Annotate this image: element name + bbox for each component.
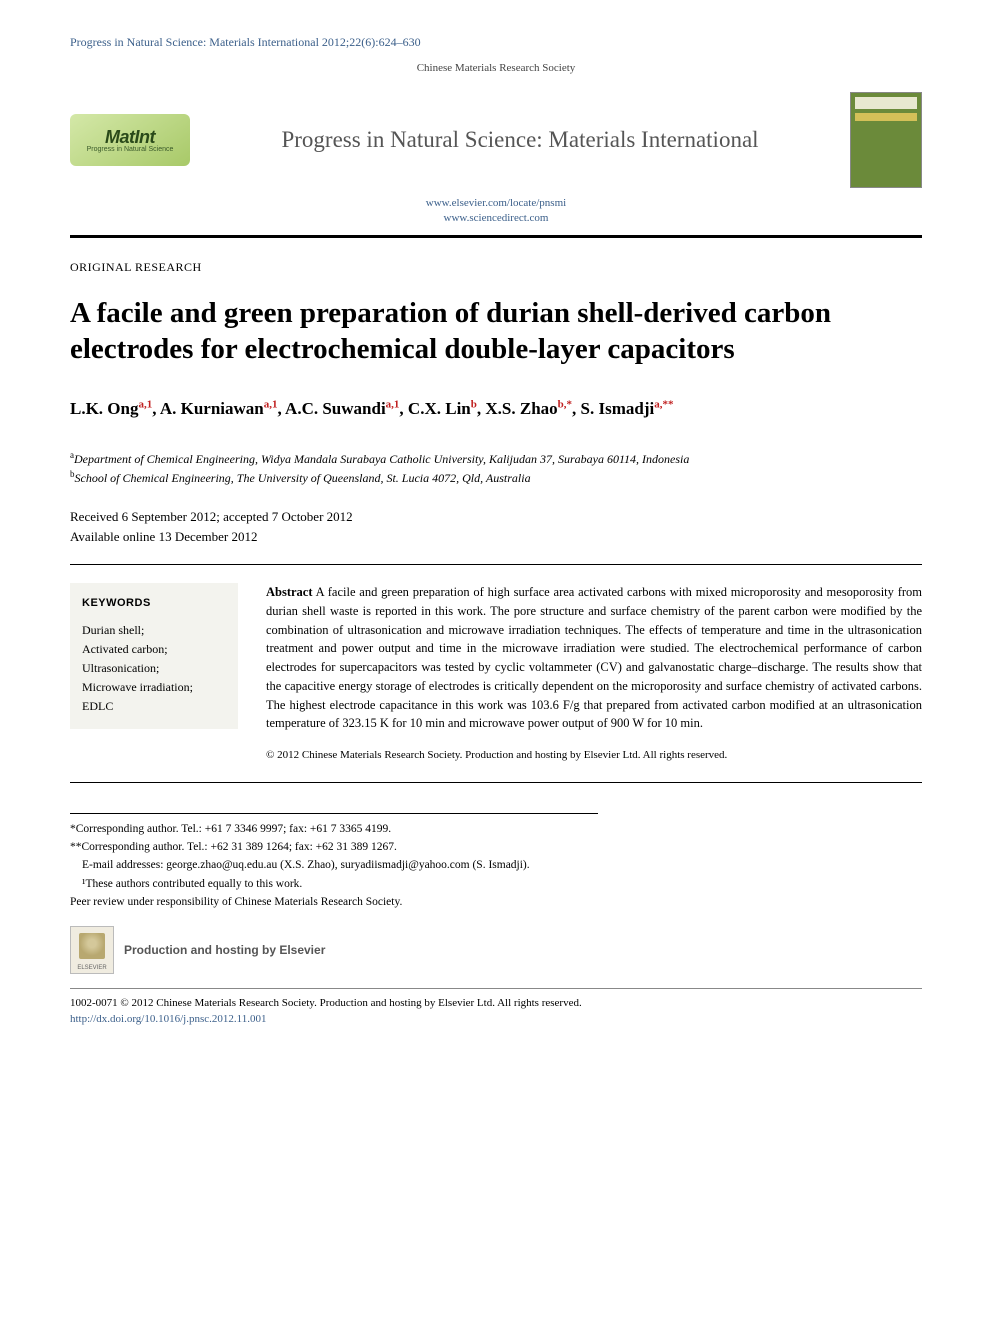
logo-sub-text: Progress in Natural Science [87, 146, 174, 153]
keywords-items: Durian shell;Activated carbon;Ultrasonic… [82, 621, 226, 717]
keyword-item: EDLC [82, 697, 226, 716]
journal-logo: MatInt Progress in Natural Science [70, 114, 190, 166]
divider-thick [70, 235, 922, 238]
equal-contribution: ¹These authors contributed equally to th… [70, 875, 598, 893]
journal-links: www.elsevier.com/locate/pnsmi www.scienc… [70, 196, 922, 227]
author: L.K. Onga,1 [70, 399, 152, 418]
abstract-block: KEYWORDS Durian shell;Activated carbon;U… [70, 564, 922, 783]
online-date: Available online 13 December 2012 [70, 527, 922, 547]
running-head: Progress in Natural Science: Materials I… [70, 35, 922, 50]
affiliation: bSchool of Chemical Engineering, The Uni… [70, 468, 922, 487]
keywords-column: KEYWORDS Durian shell;Activated carbon;U… [70, 583, 238, 729]
author: C.X. Linb [408, 399, 477, 418]
hosting-text: Production and hosting by Elsevier [124, 943, 325, 957]
link-sciencedirect[interactable]: www.sciencedirect.com [70, 211, 922, 226]
abstract-column: Abstract A facile and green preparation … [266, 583, 922, 764]
link-pnsmi[interactable]: www.elsevier.com/locate/pnsmi [70, 196, 922, 211]
keyword-item: Durian shell; [82, 621, 226, 640]
affiliations: aDepartment of Chemical Engineering, Wid… [70, 449, 922, 487]
author: X.S. Zhaob,* [485, 399, 572, 418]
keyword-item: Ultrasonication; [82, 659, 226, 678]
corresponding-1: *Corresponding author. Tel.: +61 7 3346 … [70, 820, 598, 838]
peer-review-note: Peer review under responsibility of Chin… [70, 893, 598, 911]
logo-main-text: MatInt [105, 127, 155, 148]
elsevier-row: ELSEVIER Production and hosting by Elsev… [70, 926, 922, 974]
doi-link[interactable]: http://dx.doi.org/10.1016/j.pnsc.2012.11… [70, 1011, 922, 1028]
authors-list: L.K. Onga,1, A. Kurniawana,1, A.C. Suwan… [70, 397, 922, 421]
cover-thumbnail [850, 92, 922, 188]
keyword-item: Microwave irradiation; [82, 678, 226, 697]
author: A. Kurniawana,1 [160, 399, 278, 418]
author: S. Ismadjia,** [581, 399, 674, 418]
email-addresses: E-mail addresses: george.zhao@uq.edu.au … [70, 856, 598, 874]
corresponding-2: **Corresponding author. Tel.: +62 31 389… [70, 838, 598, 856]
affiliation: aDepartment of Chemical Engineering, Wid… [70, 449, 922, 468]
abstract-label: Abstract [266, 585, 313, 599]
abstract-text: A facile and green preparation of high s… [266, 585, 922, 730]
article-type: ORIGINAL RESEARCH [70, 260, 922, 275]
author: A.C. Suwandia,1 [285, 399, 399, 418]
bottom-copyright: 1002-0071 © 2012 Chinese Materials Resea… [70, 995, 922, 1012]
keyword-item: Activated carbon; [82, 640, 226, 659]
footnotes: *Corresponding author. Tel.: +61 7 3346 … [70, 813, 598, 912]
keywords-heading: KEYWORDS [82, 595, 226, 613]
article-dates: Received 6 September 2012; accepted 7 Oc… [70, 507, 922, 546]
abstract-copyright: © 2012 Chinese Materials Research Societ… [266, 747, 922, 764]
header-block: Chinese Materials Research Society MatIn… [70, 62, 922, 227]
bottom-block: 1002-0071 © 2012 Chinese Materials Resea… [70, 988, 922, 1028]
society-name: Chinese Materials Research Society [70, 62, 922, 74]
article-title: A facile and green preparation of durian… [70, 295, 922, 368]
received-accepted-date: Received 6 September 2012; accepted 7 Oc… [70, 507, 922, 527]
journal-name: Progress in Natural Science: Materials I… [190, 127, 850, 153]
header-row: MatInt Progress in Natural Science Progr… [70, 92, 922, 188]
elsevier-logo: ELSEVIER [70, 926, 114, 974]
